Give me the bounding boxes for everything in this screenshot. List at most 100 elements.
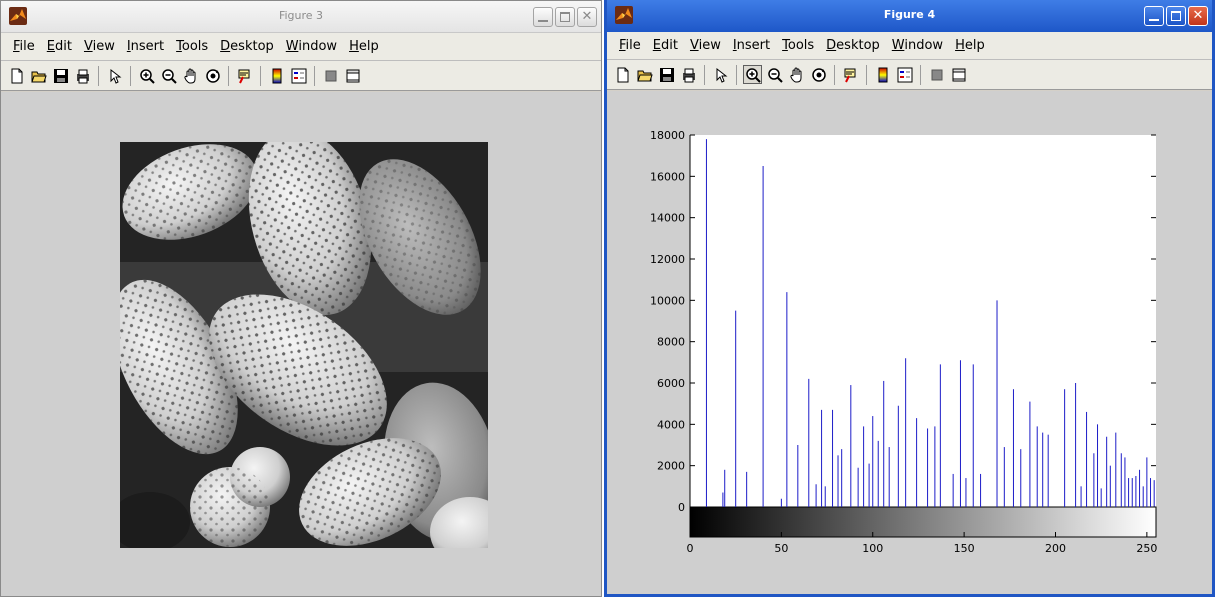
- print-button[interactable]: [679, 65, 698, 84]
- menu-file[interactable]: File: [13, 39, 35, 54]
- legend-button[interactable]: [895, 65, 914, 84]
- data-cursor-button[interactable]: [235, 66, 254, 85]
- colorbar-button[interactable]: [267, 66, 286, 85]
- menu-view[interactable]: View: [689, 38, 721, 53]
- figure3-canvas: [1, 92, 601, 596]
- toolbar-separator: [98, 65, 99, 86]
- close-button[interactable]: ✕: [1188, 6, 1208, 26]
- new-figure-icon: [615, 67, 631, 83]
- new-figure-icon: [9, 68, 25, 84]
- zoom-in-icon: [745, 67, 761, 83]
- menu-file[interactable]: File: [619, 38, 641, 53]
- y-tick-label: 14000: [650, 212, 685, 225]
- close-button[interactable]: ✕: [577, 7, 597, 27]
- histogram-plot: 0200040006000800010000120001400016000180…: [650, 129, 1157, 555]
- colorbar-button[interactable]: [873, 65, 892, 84]
- zoom-in-button[interactable]: [137, 66, 156, 85]
- open-file-button[interactable]: [29, 66, 48, 85]
- rotate-3d-button[interactable]: [203, 66, 222, 85]
- zoom-in-icon: [139, 68, 155, 84]
- minimize-icon: [538, 20, 548, 22]
- figure4-titlebar[interactable]: Figure 4 ✕: [607, 0, 1212, 32]
- print-button[interactable]: [73, 66, 92, 85]
- zoom-out-button[interactable]: [765, 65, 784, 84]
- maximize-button[interactable]: [555, 7, 575, 27]
- x-tick-label: 50: [774, 542, 788, 555]
- pan-hand-button[interactable]: [787, 65, 806, 84]
- save-button[interactable]: [657, 65, 676, 84]
- menu-help[interactable]: Help: [955, 38, 985, 53]
- toolbar-separator: [920, 64, 921, 85]
- legend-icon: [897, 67, 913, 83]
- minimize-button[interactable]: [1144, 6, 1164, 26]
- figure3-titlebar[interactable]: Figure 3 ✕: [1, 1, 601, 33]
- legend-button[interactable]: [289, 66, 308, 85]
- x-tick-label: 200: [1045, 542, 1066, 555]
- menu-tools[interactable]: Tools: [176, 39, 209, 54]
- menu-insert[interactable]: Insert: [732, 38, 771, 53]
- legend-icon: [291, 68, 307, 84]
- zoom-out-button[interactable]: [159, 66, 178, 85]
- select-arrow-button[interactable]: [711, 65, 730, 84]
- matlab-logo-icon: [9, 7, 27, 25]
- minimize-icon: [1149, 19, 1159, 21]
- menu-tools[interactable]: Tools: [782, 38, 815, 53]
- new-figure-button[interactable]: [7, 66, 26, 85]
- toolbar-separator: [704, 64, 705, 85]
- hide-plot-tools-icon: [929, 67, 945, 83]
- hide-plot-tools-icon: [323, 68, 339, 84]
- save-button[interactable]: [51, 66, 70, 85]
- y-tick-label: 18000: [650, 129, 685, 142]
- menu-help[interactable]: Help: [349, 39, 379, 54]
- x-tick-label: 100: [862, 542, 883, 555]
- toolbar-separator: [866, 64, 867, 85]
- data-cursor-button[interactable]: [841, 65, 860, 84]
- open-file-icon: [30, 68, 47, 84]
- toolbar-separator: [834, 64, 835, 85]
- menu-edit[interactable]: Edit: [46, 39, 72, 54]
- hide-plot-tools-button[interactable]: [927, 65, 946, 84]
- select-arrow-button[interactable]: [105, 66, 124, 85]
- save-icon: [53, 68, 69, 84]
- data-cursor-icon: [843, 67, 859, 83]
- menu-desktop[interactable]: Desktop: [826, 38, 880, 53]
- maximize-icon: [1171, 11, 1181, 21]
- new-figure-button[interactable]: [613, 65, 632, 84]
- menu-window[interactable]: Window: [285, 39, 338, 54]
- y-tick-label: 12000: [650, 253, 685, 266]
- toolbar-separator: [228, 65, 229, 86]
- y-tick-label: 8000: [657, 336, 685, 349]
- y-tick-label: 2000: [657, 460, 685, 473]
- open-file-button[interactable]: [635, 65, 654, 84]
- print-icon: [681, 67, 697, 83]
- figure3-menubar: File Edit View Insert Tools Desktop Window Help: [1, 33, 601, 61]
- menu-insert[interactable]: Insert: [126, 39, 165, 54]
- x-tick-label: 150: [954, 542, 975, 555]
- data-cursor-icon: [237, 68, 253, 84]
- maximize-button[interactable]: [1166, 6, 1186, 26]
- pan-hand-icon: [183, 68, 199, 84]
- show-plot-tools-icon: [345, 68, 361, 84]
- colorbar-icon: [875, 67, 891, 83]
- figure4-canvas: 0 2000 4000 6000 8000 10000 12000 14000 16000 180…: [607, 91, 1212, 594]
- menu-window[interactable]: Window: [891, 38, 944, 53]
- close-icon: ✕: [581, 9, 593, 24]
- hide-plot-tools-button[interactable]: [321, 66, 340, 85]
- figure3-title: Figure 3: [278, 9, 324, 22]
- save-icon: [659, 67, 675, 83]
- zoom-in-button[interactable]: [743, 65, 762, 84]
- menu-edit[interactable]: Edit: [652, 38, 678, 53]
- minimize-button[interactable]: [533, 7, 553, 27]
- menu-view[interactable]: View: [83, 39, 115, 54]
- axes-area: [690, 135, 1156, 507]
- show-plot-tools-button[interactable]: [343, 66, 362, 85]
- pan-hand-button[interactable]: [181, 66, 200, 85]
- figure4-menubar: File Edit View Insert Tools Desktop Window Help: [607, 32, 1212, 60]
- grayscale-colorbar: [689, 506, 1157, 538]
- y-tick-label: 16000: [650, 170, 685, 183]
- y-tick-label: 6000: [657, 377, 685, 390]
- show-plot-tools-button[interactable]: [949, 65, 968, 84]
- menu-desktop[interactable]: Desktop: [220, 39, 274, 54]
- toolbar-separator: [736, 64, 737, 85]
- rotate-3d-button[interactable]: [809, 65, 828, 84]
